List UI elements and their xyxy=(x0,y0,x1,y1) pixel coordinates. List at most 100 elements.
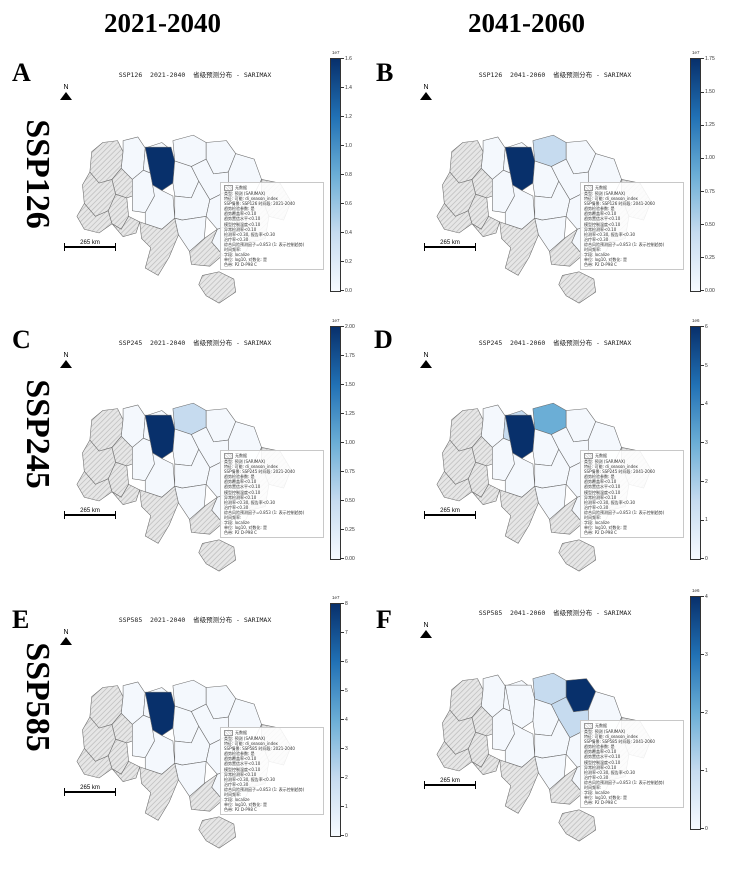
colorbar xyxy=(330,326,341,560)
region-zakarpattia xyxy=(76,202,113,234)
legend-info-line: 趋势置信水平<0.10 xyxy=(584,754,621,760)
legend-info-line: 类型: 预测 (SARIMAX) xyxy=(584,191,626,196)
north-arrow-icon: N xyxy=(418,352,434,368)
colorbar-tick-label: 0.00 xyxy=(701,288,715,294)
region-odesa xyxy=(499,755,539,814)
legend-info-line: SSP情景: SSP585 时间段: 2021-2040 xyxy=(224,746,295,752)
legend-info-line: 色带: P2 D-P98 C xyxy=(224,262,257,268)
legend-info-line: 异常检测率<0.10 xyxy=(584,764,617,770)
legend-info-line: SSP情景: SSP245 时间段: 2041-2060 xyxy=(584,469,655,475)
north-label: N xyxy=(63,352,69,359)
colorbar-tick-label: 1.6 xyxy=(341,56,352,62)
colorbar-tick-label: 3 xyxy=(701,440,708,446)
map-title: SSP126 2041-2060 省级预测分布 - SARIMAX xyxy=(478,71,632,79)
scale-label: 265 km xyxy=(440,508,460,514)
region-zakarpattia xyxy=(436,740,473,772)
no-data-swatch xyxy=(224,730,233,736)
legend-title: 无数据 xyxy=(235,453,247,459)
region-kyiv xyxy=(504,146,536,191)
legend-info-line: 色带: P2 D-P98 C xyxy=(224,807,257,813)
legend-info-box: 无数据 类型: 预测 (SARIMAX) 特征: 可能: di_season_ind… xyxy=(220,182,324,271)
region-kyiv xyxy=(504,414,536,459)
ukraine-oblast-map xyxy=(76,402,292,572)
legend-info-line: 时间频率: xyxy=(584,515,602,521)
colorbar xyxy=(690,596,701,830)
colorbar-tick-label: 1.00 xyxy=(341,440,355,446)
legend-info-line: 类型: 预测 (SARIMAX) xyxy=(224,736,266,741)
region-kyiv xyxy=(144,146,176,191)
colorbar-tick-label: 0.8 xyxy=(341,172,352,178)
legend-title: 无数据 xyxy=(595,453,607,459)
colorbar-tick-label: 0.25 xyxy=(341,527,355,533)
region-zakarpattia xyxy=(76,747,113,779)
panel-letter-f: F xyxy=(376,605,392,634)
legend-title: 无数据 xyxy=(235,730,247,736)
legend-info-line: 色带: P2 D-P98 C xyxy=(584,530,617,536)
scale-label: 265 km xyxy=(80,508,100,514)
legend-info-line: 治疗率<0.30 xyxy=(224,781,249,787)
region-crimea xyxy=(558,539,596,572)
legend-info-line: 特征: 可能: di_season_index xyxy=(584,196,638,202)
colorbar-ticks: 6 5 4 3 2 1 0 xyxy=(701,324,731,562)
legend-info-line: 趋势覆盖率<0.10 xyxy=(584,749,617,755)
colorbar-tick-label: 0.50 xyxy=(341,498,355,504)
colorbar-exponent: 1e7 xyxy=(692,50,700,55)
legend-info-line: 治疗率<0.30 xyxy=(224,236,249,242)
north-label: N xyxy=(63,629,69,636)
colorbar-ticks: 2.00 1.75 1.50 1.25 1.00 0.75 0.50 0.25 0.00 xyxy=(341,324,371,562)
legend-info-line: 字段: localize xyxy=(224,520,250,526)
legend-info-line: 色带: P2 D-P98 C xyxy=(584,262,617,268)
legend-info-line: 综合风险预测因子=0.853 (1: 表示控制趋势) xyxy=(584,509,665,515)
legend-title: 无数据 xyxy=(595,723,607,729)
colorbar-ticks: 1.75 1.50 1.25 1.00 0.75 0.50 0.25 0.00 xyxy=(701,56,731,294)
legend-info-line: 异常检测率<0.10 xyxy=(224,226,257,232)
colorbar-exponent: 1e7 xyxy=(332,50,340,55)
legend-info-line: 字段: localize xyxy=(584,790,610,796)
legend-info-line: 类型: 预测 (SARIMAX) xyxy=(584,459,626,464)
colorbar-exponent: 1e7 xyxy=(332,318,340,323)
no-data-swatch xyxy=(224,453,233,459)
legend-info-line: 异常检测率<0.10 xyxy=(584,494,617,500)
region-odesa xyxy=(139,762,179,821)
map-panel-a: SSP126 2021-2040 省级预测分布 - SARIMAX N 265 km… xyxy=(50,50,352,304)
legend-info-line: 检测率<0.30, 报告率<0.30 xyxy=(224,231,276,237)
legend-info-line: 字段: localize xyxy=(224,797,250,803)
legend-info-line: 时间频率: xyxy=(224,247,242,253)
legend-info-line: 趋势检验参数: 是 xyxy=(224,474,255,480)
legend-info-line: 时间频率: xyxy=(584,247,602,253)
legend-info-line: 检测率<0.30, 报告率<0.30 xyxy=(224,499,276,505)
no-data-swatch xyxy=(224,185,233,191)
colorbar-tick-label: 5 xyxy=(341,688,348,694)
north-label: N xyxy=(423,622,429,629)
legend-info-line: 异常检测率<0.10 xyxy=(584,226,617,232)
legend-info-line: 单位: log10, 对数化: 是 xyxy=(584,795,627,801)
legend-info-line: 字段: localize xyxy=(224,252,250,258)
region-crimea xyxy=(558,271,596,304)
panel-letter-c: C xyxy=(12,325,31,354)
colorbar-tick-label: 4 xyxy=(701,401,708,407)
colorbar-tick-label: 5 xyxy=(701,363,708,369)
colorbar-ticks: 1.6 1.4 1.2 1.0 0.8 0.6 0.4 0.2 0.0 xyxy=(341,56,371,294)
legend-info-line: 特征: 可能: di_season_index xyxy=(224,464,278,470)
legend-info-line: 治疗率<0.30 xyxy=(584,774,609,780)
legend-info-line: 单位: log10, 对数化: 是 xyxy=(224,257,267,263)
colorbar-tick-label: 1 xyxy=(701,517,708,523)
colorbar-tick-label: 0.0 xyxy=(341,288,352,294)
region-odesa xyxy=(139,485,179,544)
region-crimea xyxy=(198,271,236,304)
colorbar-tick-label: 3 xyxy=(701,652,708,658)
legend-info-line: 检测率<0.30, 报告率<0.30 xyxy=(584,499,636,505)
region-crimea xyxy=(198,816,236,849)
colorbar-tick-label: 1 xyxy=(341,804,348,810)
legend-info-line: SSP情景: SSP126 时间段: 2021-2040 xyxy=(224,201,295,207)
scale-bar: 265 km xyxy=(64,785,116,796)
no-data-swatch xyxy=(584,453,593,459)
legend-info-line: 综合风险预测因子=0.853 (1: 表示控制趋势) xyxy=(584,241,665,247)
colorbar-tick-label: 4 xyxy=(701,594,708,600)
map-title: SSP245 2041-2060 省级预测分布 - SARIMAX xyxy=(478,339,632,347)
colorbar-tick-label: 1.50 xyxy=(341,382,355,388)
legend-info-line: 模型控制温度<0.10 xyxy=(224,221,261,227)
legend-info-line: 检测率<0.30, 报告率<0.30 xyxy=(224,776,276,782)
colorbar-tick-label: 1.25 xyxy=(701,122,715,128)
